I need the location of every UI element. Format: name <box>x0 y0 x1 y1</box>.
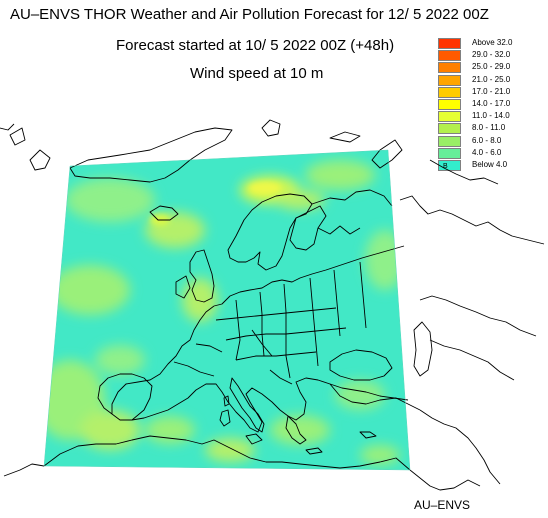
legend-swatch <box>438 74 461 86</box>
forecast-start-label: Forecast started at 10/ 5 2022 00Z (+48h… <box>116 37 395 54</box>
credit-label: AU–ENVS <box>414 498 471 512</box>
legend-swatch <box>438 86 461 98</box>
legend-label: 4.0 - 6.0 <box>472 147 502 157</box>
legend-item: 17.0 - 21.0 <box>438 86 544 98</box>
legend-swatch <box>438 62 461 74</box>
legend-item: 25.0 - 29.0 <box>438 61 544 74</box>
legend-label: 11.0 - 14.0 <box>472 111 510 121</box>
legend-swatch <box>438 98 461 110</box>
legend-label: 21.0 - 25.0 <box>472 74 511 84</box>
legend-label: Above 32.0 <box>472 38 513 47</box>
legend-swatch <box>438 123 461 135</box>
legend-swatch <box>438 50 461 62</box>
legend-label: 14.0 - 17.0 <box>472 98 511 108</box>
variable-label: Wind speed at 10 m <box>190 65 324 82</box>
legend-item: Above 32.0 <box>438 37 544 49</box>
legend-item: 4.0 - 6.0 <box>438 147 544 159</box>
legend-item: 8.0 - 11.0 <box>438 122 544 135</box>
page-title: AU–ENVS THOR Weather and Air Pollution F… <box>10 6 489 23</box>
legend-item: 6.0 - 8.0 <box>438 135 544 147</box>
legend-item: 11.0 - 14.0 <box>438 110 544 123</box>
legend-label: 17.0 - 21.0 <box>472 86 511 96</box>
legend-swatch <box>438 38 461 49</box>
legend-label: Below 4.0 <box>472 159 508 169</box>
legend-item: 29.0 - 32.0 <box>438 49 544 62</box>
legend-swatch <box>438 111 461 123</box>
legend-label: 25.0 - 29.0 <box>472 62 511 72</box>
color-legend: Above 32.0 29.0 - 32.0 25.0 - 29.0 21.0 - 2… <box>438 37 544 171</box>
legend-swatch <box>438 147 461 159</box>
legend-below-marker: B <box>443 162 448 170</box>
legend-swatch <box>438 135 461 147</box>
coastlines <box>0 119 545 491</box>
legend-label: 8.0 - 11.0 <box>472 123 506 133</box>
legend-item: 14.0 - 17.0 <box>438 98 544 110</box>
legend-item: 21.0 - 25.0 <box>438 74 544 86</box>
domain-border <box>43 149 411 471</box>
forecast-domain <box>44 150 410 470</box>
legend-label: 29.0 - 32.0 <box>472 50 511 60</box>
legend-label: 6.0 - 8.0 <box>472 135 502 145</box>
